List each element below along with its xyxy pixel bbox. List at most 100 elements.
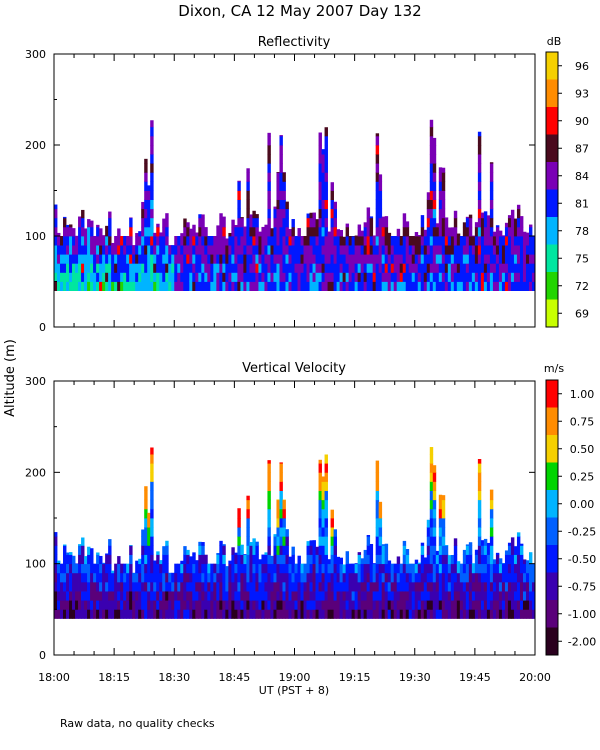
heatmap-cell: [441, 181, 446, 191]
heatmap-cell: [195, 600, 199, 610]
heatmap-cell: [264, 552, 268, 555]
heatmap-cell: [423, 254, 428, 264]
heatmap-cell: [198, 263, 202, 273]
heatmap-cell: [402, 554, 407, 565]
heatmap-cell: [321, 199, 325, 210]
heatmap-cell: [231, 281, 235, 291]
heatmap-cell: [240, 263, 244, 273]
heatmap-cell: [393, 236, 398, 246]
heatmap-cell: [384, 554, 389, 565]
heatmap-cell: [204, 227, 208, 237]
heatmap-cell: [339, 600, 343, 610]
heatmap-cell: [435, 236, 440, 246]
heatmap-cell: [507, 272, 512, 282]
heatmap-cell: [309, 540, 313, 546]
heatmap-cell: [297, 228, 301, 237]
heatmap-cell: [228, 591, 232, 601]
heatmap-cell: [285, 236, 289, 246]
heatmap-cell: [255, 563, 259, 574]
heatmap-cell: [120, 254, 124, 264]
heatmap-cell: [420, 245, 425, 255]
heatmap-cell: [447, 591, 452, 601]
heatmap-cell: [471, 609, 476, 619]
heatmap-cell: [300, 609, 304, 619]
heatmap-cell: [327, 281, 331, 291]
heatmap-cell: [93, 609, 97, 619]
heatmap-cell: [393, 600, 398, 610]
heatmap-cell: [108, 545, 112, 555]
heatmap-cell: [252, 254, 256, 264]
heatmap-cell: [351, 591, 356, 601]
heatmap-cell: [189, 263, 193, 273]
heatmap-cell: [396, 272, 401, 282]
heatmap-cell: [255, 214, 259, 219]
heatmap-cell: [384, 591, 389, 601]
heatmap-cell: [528, 591, 533, 601]
heatmap-cell: [96, 609, 100, 619]
heatmap-cell: [450, 609, 455, 619]
heatmap-cell: [147, 281, 151, 291]
heatmap-cell: [354, 245, 359, 255]
heatmap-cell: [222, 226, 226, 237]
heatmap-cell: [162, 218, 166, 228]
heatmap-cell: [150, 217, 154, 228]
heatmap-cell: [525, 609, 530, 619]
heatmap-cell: [279, 591, 283, 601]
heatmap-cell: [348, 254, 353, 264]
heatmap-cell: [141, 281, 145, 291]
heatmap-cell: [399, 563, 404, 574]
heatmap-cell: [447, 555, 452, 565]
heatmap-cell: [150, 145, 154, 155]
heatmap-cell: [264, 263, 268, 273]
heatmap-cell: [483, 572, 488, 583]
heatmap-cell: [198, 600, 202, 610]
heatmap-cell: [201, 563, 205, 574]
heatmap-cell: [177, 600, 181, 610]
heatmap-cell: [60, 263, 64, 273]
heatmap-cell: [267, 263, 271, 273]
heatmap-cell: [246, 181, 250, 191]
heatmap-cell: [480, 591, 485, 601]
heatmap-cell: [504, 281, 509, 291]
heatmap-cell: [297, 236, 301, 246]
heatmap-cell: [357, 272, 362, 282]
heatmap-cell: [345, 236, 350, 246]
heatmap-cell: [522, 559, 527, 565]
heatmap-cell: [81, 591, 85, 601]
heatmap-cell: [375, 609, 380, 619]
heatmap-cell: [369, 236, 374, 246]
heatmap-cell: [474, 549, 479, 555]
heatmap-cell: [228, 609, 232, 619]
heatmap-cell: [492, 245, 497, 255]
heatmap-cell: [270, 609, 274, 619]
heatmap-cell: [255, 272, 259, 282]
heatmap-cell: [165, 572, 169, 583]
heatmap-cell: [279, 490, 283, 501]
heatmap-cell: [351, 272, 356, 282]
heatmap-cell: [117, 245, 121, 255]
heatmap-cell: [471, 263, 476, 273]
heatmap-cell: [480, 263, 485, 273]
heatmap-cell: [333, 254, 337, 264]
heatmap-cell: [84, 563, 88, 574]
heatmap-cell: [192, 226, 196, 237]
heatmap-cell: [150, 126, 154, 137]
heatmap-cell: [237, 545, 241, 555]
heatmap-cell: [279, 163, 283, 173]
heatmap-cell: [495, 609, 500, 619]
heatmap-cell: [405, 572, 410, 583]
heatmap-cell: [357, 263, 362, 273]
heatmap-cell: [366, 263, 371, 273]
heatmap-cell: [135, 281, 139, 291]
heatmap-cell: [261, 226, 265, 237]
colorbar-label: -0.75: [568, 580, 596, 593]
heatmap-cell: [153, 563, 157, 574]
heatmap-cell: [141, 208, 145, 219]
heatmap-cell: [231, 272, 235, 282]
heatmap-cell: [459, 245, 464, 255]
heatmap-cell: [66, 563, 70, 574]
heatmap-cell: [147, 581, 151, 592]
heatmap-cell: [156, 554, 160, 565]
heatmap-cell: [438, 536, 443, 546]
heatmap-cell: [294, 600, 298, 610]
